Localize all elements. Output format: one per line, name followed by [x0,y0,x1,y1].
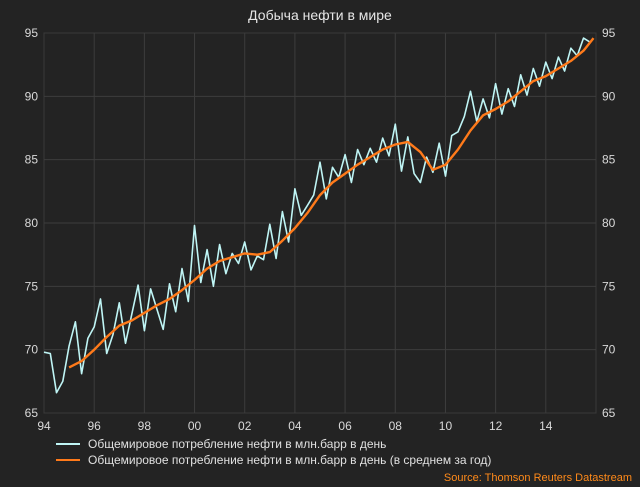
x-tick-label: 00 [188,419,202,433]
series-line-monthly [43,37,591,394]
x-tick-label: 98 [138,419,152,433]
x-tick-label: 10 [439,419,453,433]
x-tick-label: 12 [489,419,503,433]
x-axis: 94 96 98 00 02 04 06 08 10 12 14 [37,419,552,433]
y-axis-left: 65 70 75 80 85 90 95 [25,26,39,420]
y-tick-label-right: 85 [602,153,616,167]
x-tick-label: 96 [88,419,102,433]
y-tick-label-right: 65 [602,406,616,420]
x-tick-label: 04 [288,419,302,433]
y-tick-label-left: 80 [25,216,39,230]
legend-label-annual: Общемировое потребление нефти в млн.барр… [88,453,491,467]
y-axis-right: 65 70 75 80 85 90 95 [602,26,616,420]
y-tick-label-left: 85 [25,153,39,167]
y-tick-label-right: 95 [602,26,616,40]
y-tick-label-left: 65 [25,406,39,420]
y-tick-label-left: 70 [25,343,39,357]
series-line-annual-average [68,37,595,369]
y-tick-label-right: 70 [602,343,616,357]
y-tick-label-left: 75 [25,279,39,293]
chart-title: Добыча нефти в мире [248,7,392,23]
legend: Общемировое потребление нефти в млн.барр… [56,437,491,467]
x-tick-label: 08 [389,419,403,433]
plot-frame [43,32,597,414]
y-tick-label-right: 80 [602,216,616,230]
y-tick-label-left: 90 [25,89,39,103]
grid [43,32,596,414]
x-tick-label: 02 [238,419,252,433]
source-note: Source: Thomson Reuters Datastream [444,472,632,484]
y-tick-label-right: 75 [602,279,616,293]
series-group [43,37,595,394]
y-tick-label-right: 90 [602,89,616,103]
x-tick-label: 94 [37,419,51,433]
legend-label-monthly: Общемировое потребление нефти в млн.барр… [88,437,386,451]
x-tick-label: 06 [338,419,352,433]
y-tick-label-left: 95 [25,26,39,40]
x-tick-label: 14 [539,419,553,433]
